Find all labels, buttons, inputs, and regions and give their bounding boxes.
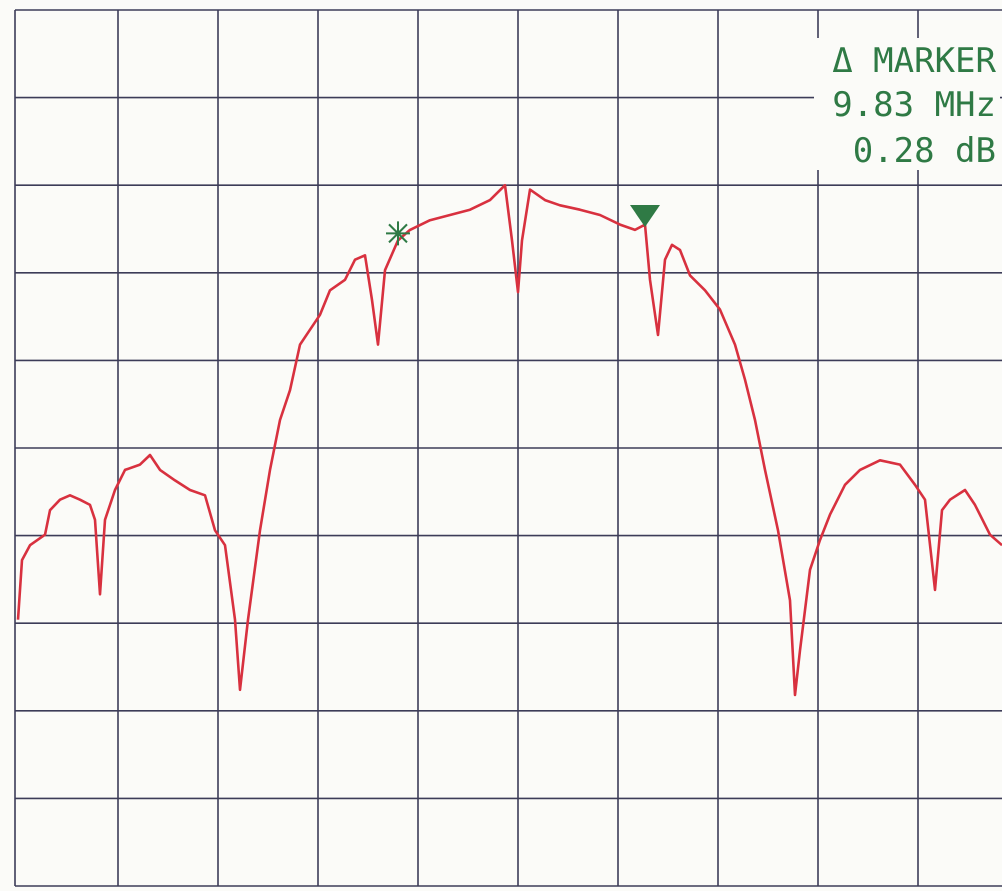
- annotation-line: 0.28 dB: [853, 131, 996, 171]
- annotation-background: [814, 38, 1000, 170]
- trace: [16, 183, 1002, 697]
- grid: [14, 9, 1002, 887]
- annotation-line: Δ MARKER: [832, 41, 996, 81]
- marker-star: [386, 221, 410, 246]
- marker-triangle: [630, 204, 660, 227]
- annotation-line: 9.83 MHz: [832, 85, 996, 125]
